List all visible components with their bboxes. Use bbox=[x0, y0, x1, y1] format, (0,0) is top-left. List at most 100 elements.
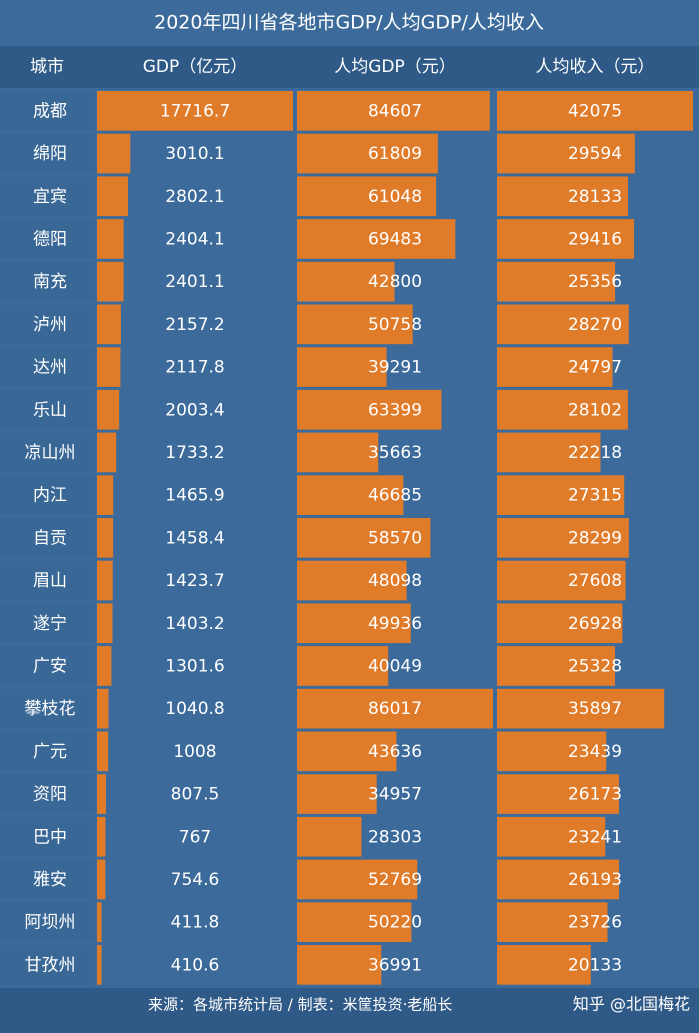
value-label: 1458.4 bbox=[165, 528, 224, 548]
value-bar bbox=[497, 347, 613, 387]
city-cell bbox=[0, 261, 95, 302]
value-bar bbox=[97, 219, 124, 259]
footer-band bbox=[0, 988, 699, 1033]
value-label: 40049 bbox=[368, 656, 422, 676]
value-bar bbox=[97, 432, 117, 473]
value-bar bbox=[497, 774, 619, 814]
value-bar bbox=[297, 731, 397, 772]
value-label: 1423.7 bbox=[165, 571, 224, 591]
value-bar bbox=[497, 646, 615, 686]
city-name: 雅安 bbox=[33, 870, 67, 890]
value-label: 25356 bbox=[568, 272, 622, 292]
city-name: 巴中 bbox=[33, 827, 67, 847]
value-bar bbox=[97, 475, 114, 515]
value-bar bbox=[97, 133, 131, 174]
value-label: 27315 bbox=[568, 486, 622, 506]
city-cell bbox=[0, 646, 95, 686]
value-label: 58570 bbox=[368, 528, 422, 548]
city-name: 乐山 bbox=[33, 400, 67, 420]
value-label: 25328 bbox=[568, 656, 622, 676]
value-label: 36991 bbox=[368, 955, 422, 975]
city-cell bbox=[0, 389, 95, 430]
city-name: 遂宁 bbox=[33, 614, 67, 634]
city-name: 攀枝花 bbox=[25, 699, 76, 719]
city-cell bbox=[0, 432, 95, 473]
city-name: 泸州 bbox=[33, 315, 67, 335]
value-label: 61809 bbox=[368, 144, 422, 164]
value-bar bbox=[97, 902, 102, 942]
value-bar bbox=[297, 859, 418, 900]
value-label: 86017 bbox=[368, 699, 422, 719]
value-bar bbox=[497, 176, 629, 217]
value-bar bbox=[97, 176, 128, 217]
value-label: 35897 bbox=[568, 699, 622, 719]
value-bar bbox=[297, 560, 407, 601]
header-band bbox=[0, 46, 699, 88]
value-bar bbox=[497, 603, 623, 644]
city-cell bbox=[0, 219, 95, 259]
value-bar bbox=[97, 731, 109, 772]
column-header: 城市 bbox=[30, 57, 64, 77]
value-label: 43636 bbox=[368, 742, 422, 762]
value-label: 2401.1 bbox=[165, 272, 224, 292]
value-bar bbox=[97, 389, 120, 430]
value-bar bbox=[497, 304, 629, 345]
value-label: 29416 bbox=[568, 229, 622, 249]
value-bar bbox=[297, 91, 490, 131]
value-bar bbox=[297, 902, 412, 942]
value-bar bbox=[297, 389, 442, 430]
city-cell bbox=[0, 774, 95, 814]
value-label: 1733.2 bbox=[165, 443, 224, 463]
value-bar bbox=[297, 347, 387, 387]
value-label: 50220 bbox=[368, 913, 422, 933]
value-label: 410.6 bbox=[171, 955, 220, 975]
title: 2020年四川省各地市GDP/人均GDP/人均收入 bbox=[154, 12, 544, 34]
value-bar bbox=[297, 475, 404, 515]
value-label: 28133 bbox=[568, 187, 622, 207]
value-bar bbox=[497, 432, 601, 473]
value-bar bbox=[97, 816, 106, 857]
value-bar bbox=[497, 219, 635, 259]
value-bar bbox=[497, 518, 629, 558]
city-cell bbox=[0, 91, 95, 131]
value-label: 84607 bbox=[368, 101, 422, 121]
value-label: 3010.1 bbox=[165, 144, 224, 164]
value-label: 50758 bbox=[368, 315, 422, 335]
city-name: 德阳 bbox=[33, 229, 67, 249]
city-cell bbox=[0, 347, 95, 387]
value-label: 48098 bbox=[368, 571, 422, 591]
value-label: 411.8 bbox=[171, 913, 220, 933]
value-bar bbox=[297, 133, 438, 174]
value-label: 22218 bbox=[568, 443, 622, 463]
value-label: 28270 bbox=[568, 315, 622, 335]
value-label: 26193 bbox=[568, 870, 622, 890]
value-label: 69483 bbox=[368, 229, 422, 249]
city-cell bbox=[0, 518, 95, 558]
value-bar bbox=[97, 774, 106, 814]
city-cell bbox=[0, 688, 95, 729]
value-label: 29594 bbox=[568, 144, 622, 164]
value-label: 35663 bbox=[368, 443, 422, 463]
value-bar bbox=[297, 518, 431, 558]
value-label: 17716.7 bbox=[160, 101, 230, 121]
city-cell bbox=[0, 560, 95, 601]
value-label: 20133 bbox=[568, 955, 622, 975]
value-label: 61048 bbox=[368, 187, 422, 207]
city-name: 南充 bbox=[33, 272, 67, 292]
value-bar bbox=[297, 603, 411, 644]
value-bar bbox=[97, 688, 109, 729]
value-bar bbox=[497, 945, 591, 985]
city-cell bbox=[0, 731, 95, 772]
city-cell bbox=[0, 902, 95, 942]
value-label: 807.5 bbox=[171, 785, 220, 805]
value-bar bbox=[97, 646, 112, 686]
source: 来源：各城市统计局 / 制表：米筐投资·老船长 bbox=[148, 996, 452, 1014]
credit: 知乎 @北国梅花 bbox=[573, 995, 690, 1014]
value-bar bbox=[297, 176, 437, 217]
city-cell bbox=[0, 133, 95, 174]
city-name: 资阳 bbox=[33, 785, 67, 805]
value-label: 1403.2 bbox=[165, 614, 224, 634]
value-label: 26173 bbox=[568, 785, 622, 805]
value-bar bbox=[97, 945, 102, 985]
